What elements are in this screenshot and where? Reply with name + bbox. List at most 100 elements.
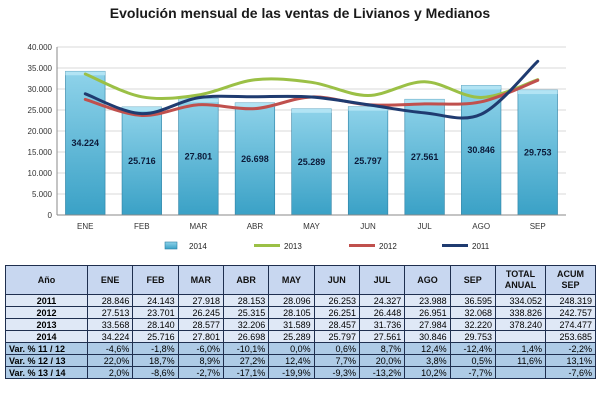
- table-cell: 32.220: [449, 318, 497, 331]
- legend-label: 2012: [379, 242, 397, 251]
- chart-title: Evolución mensual de las ventas de Livia…: [110, 5, 491, 21]
- table-cell: 13,1%: [545, 354, 596, 367]
- table-cell: 29.753: [449, 330, 497, 343]
- table-cell: 27,2%: [222, 354, 270, 367]
- table-cell: -12,4%: [449, 342, 497, 355]
- table-cell: 24.143: [132, 294, 179, 307]
- legend-label: 2011: [472, 242, 490, 251]
- y-tick-label: 35.000: [28, 64, 53, 73]
- series-line-2011: [83, 59, 540, 120]
- x-tick-label: JUL: [417, 222, 432, 231]
- bar: [404, 98, 445, 216]
- table-cell: 24.327: [358, 294, 406, 307]
- series-line-2013: [83, 72, 540, 101]
- table-cell: 338.826: [495, 306, 546, 319]
- table-cell: 28.153: [222, 294, 270, 307]
- x-tick-label: ENE: [77, 222, 93, 231]
- table-cell: 253.685: [545, 330, 596, 343]
- bar-value-label: 25.289: [298, 157, 326, 167]
- legend-label: 2013: [284, 242, 302, 251]
- y-tick-label: 5.000: [32, 190, 53, 199]
- table-header-cell: ACUM SEP: [545, 265, 596, 295]
- table-cell: 31.736: [358, 318, 406, 331]
- table-row-header: Var. % 11 / 12: [5, 342, 88, 355]
- table-cell: 12,4%: [268, 354, 315, 367]
- table-header-cell: MAR: [177, 265, 224, 295]
- bar-cap: [404, 99, 445, 104]
- bar: [347, 106, 389, 216]
- table-row-header: 2011: [5, 294, 88, 307]
- table-cell: 23.701: [132, 306, 179, 319]
- bar-cap: [122, 106, 162, 111]
- table-cell: -19,9%: [268, 366, 315, 379]
- table-cell: 12,4%: [404, 342, 451, 355]
- x-tick-label: ABR: [247, 222, 264, 231]
- bar-cap: [348, 106, 388, 111]
- table-cell: 36.595: [449, 294, 497, 307]
- table-cell: 34.224: [86, 330, 134, 343]
- y-tick-label: 40.000: [28, 43, 53, 52]
- table-cell: 26.245: [177, 306, 224, 319]
- table-cell: -4,6%: [86, 342, 134, 355]
- table-header-cell: FEB: [132, 265, 179, 295]
- data-table: Año ENE FEB MAR ABR MAY JUN JUL AGO SEP TOTAL ANUA…: [5, 265, 596, 379]
- table-cell: 25.289: [268, 330, 315, 343]
- table-cell: 26.951: [404, 306, 451, 319]
- y-tick-label: 30.000: [28, 85, 53, 94]
- table-row-header: Var. % 12 / 13: [5, 354, 88, 367]
- x-tick-label: JUN: [360, 222, 376, 231]
- table-cell: -8,6%: [132, 366, 179, 379]
- table-cell: 10,2%: [404, 366, 451, 379]
- table-cell: 26.251: [313, 306, 360, 319]
- table-cell: 28.846: [86, 294, 134, 307]
- table-cell: 27.513: [86, 306, 134, 319]
- bar-cap: [178, 98, 219, 103]
- table-cell: 30.846: [404, 330, 451, 343]
- table-cell: 18,7%: [132, 354, 179, 367]
- y-tick-label: 10.000: [28, 169, 53, 178]
- table-cell: 33.568: [86, 318, 134, 331]
- bar-value-label: 25.716: [128, 156, 156, 166]
- table-cell: 32.206: [222, 318, 270, 331]
- table-header-cell: ABR: [222, 265, 270, 295]
- table-cell: 26.448: [358, 306, 406, 319]
- y-tick-label: 15.000: [28, 148, 53, 157]
- table-cell: 27.918: [177, 294, 224, 307]
- bar-value-label: 34.224: [72, 138, 100, 148]
- table-cell: 26.698: [222, 330, 270, 343]
- table-cell: 25.315: [222, 306, 270, 319]
- bar-value-label: 29.753: [524, 148, 552, 158]
- chart-svg: Evolución mensual de las ventas de Livia…: [28, 5, 566, 251]
- table-cell: -10,1%: [222, 342, 270, 355]
- table-cell: 334.052: [495, 294, 546, 307]
- bar-value-label: 27.801: [185, 152, 213, 162]
- table-cell: 378.240: [495, 318, 546, 331]
- table-header-cell: AGO: [404, 265, 451, 295]
- table-cell: 1,4%: [495, 342, 546, 355]
- table-header-cell: MAY: [268, 265, 315, 295]
- table-cell: 20,0%: [358, 354, 406, 367]
- table-cell: 28.457: [313, 318, 360, 331]
- table-header-cell: JUL: [358, 265, 406, 295]
- table-cell: -7,7%: [449, 366, 497, 379]
- table-header-row: Año ENE FEB MAR ABR MAY JUN JUL AGO SEP TOTAL ANUA…: [5, 265, 596, 295]
- bar: [234, 102, 276, 216]
- y-tick-label: 25.000: [28, 106, 53, 115]
- y-tick-label: 20.000: [28, 127, 53, 136]
- bar: [178, 97, 219, 216]
- table-cell: 274.477: [545, 318, 596, 331]
- bar-value-label: 26.698: [241, 154, 269, 164]
- table-header-cell: Año: [5, 265, 88, 295]
- bar-cap: [517, 90, 558, 95]
- table-cell: 26.253: [313, 294, 360, 307]
- bar-cap: [461, 85, 501, 90]
- table-cell: 7,7%: [313, 354, 360, 367]
- table-row: 2012 27.513 23.701 26.245 25.315 28.105 26.251…: [5, 306, 596, 319]
- table-cell: 248.319: [545, 294, 596, 307]
- table-row: Var. % 13 / 14 2,0% -8,6% -2,7% -17,1% -19,9%…: [5, 366, 596, 379]
- table-cell: -6,0%: [177, 342, 224, 355]
- table-cell: -2,7%: [177, 366, 224, 379]
- bar-value-label: 27.561: [411, 152, 439, 162]
- table-cell: 27.801: [177, 330, 224, 343]
- x-tick-label: SEP: [530, 222, 546, 231]
